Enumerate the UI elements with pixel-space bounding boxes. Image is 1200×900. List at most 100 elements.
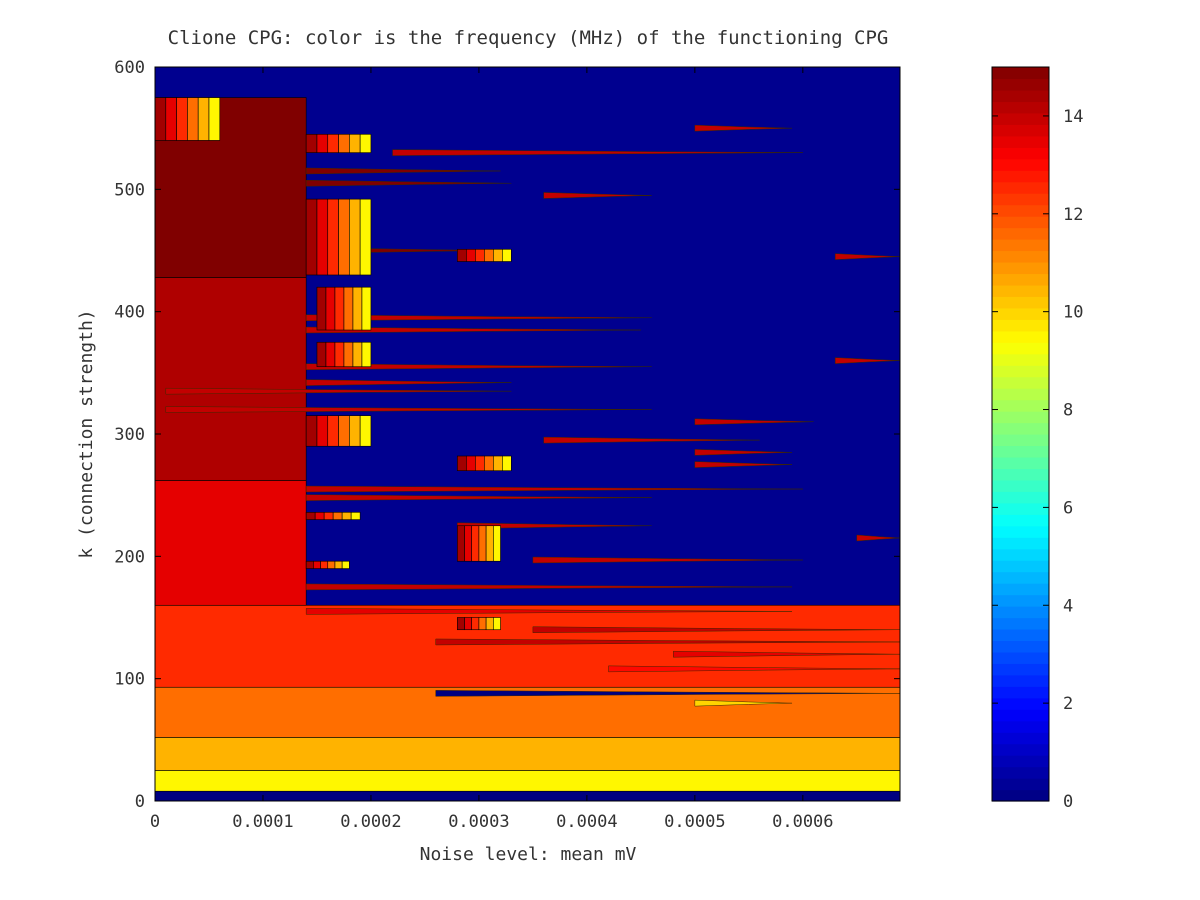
x-tick-label: 0 — [150, 812, 160, 832]
contour-fringe-band — [343, 341, 354, 368]
x-axis: 0 0.0001 0.0002 0.0003 0.0004 0.0005 0.0006 — [150, 67, 834, 832]
x-tick-label: 0.0004 — [556, 812, 617, 832]
y-axis: 0 100 200 300 400 500 600 — [114, 58, 900, 812]
x-axis-label: Noise level: mean mV — [420, 844, 637, 865]
contour-fringe-band — [316, 198, 329, 276]
contour-fringe-band — [359, 133, 372, 153]
contour-spike — [305, 326, 641, 334]
colorbar-band — [992, 663, 1049, 676]
contour-fringe-band — [493, 248, 503, 262]
y-tick-label: 400 — [114, 303, 145, 323]
contour-spike — [305, 179, 512, 187]
contour-fringe-band — [325, 341, 336, 368]
contour-fringe-band — [305, 198, 318, 276]
colorbar-frame — [991, 66, 1050, 802]
colorbar-band — [992, 525, 1049, 538]
colorbar-band — [992, 514, 1049, 527]
colorbar-band — [992, 227, 1049, 240]
colorbar-tick-label: 14 — [1063, 107, 1083, 127]
x-tick-label: 0.0006 — [772, 812, 833, 832]
y-tick-label: 200 — [114, 547, 145, 567]
contour-fringe-band — [349, 133, 361, 153]
colorbar-band — [992, 261, 1049, 275]
colorbar-band — [992, 445, 1049, 458]
contour-fringe-band — [305, 511, 316, 520]
colorbar-band — [992, 376, 1049, 389]
colorbar-band — [992, 411, 1049, 424]
colorbar-band — [992, 548, 1049, 561]
contour-fringe-band — [349, 415, 361, 447]
colorbar: 0 2 4 6 8 10 12 14 — [991, 66, 1083, 812]
contour-fringe-band — [475, 248, 485, 262]
colorbar-band — [992, 617, 1049, 630]
contour-spike — [165, 387, 512, 395]
colorbar-band — [992, 422, 1049, 435]
colorbar-bands — [992, 67, 1049, 802]
colorbar-band — [992, 766, 1049, 779]
contour-fringe-band — [323, 511, 334, 520]
colorbar-band — [992, 89, 1049, 103]
colorbar-band — [992, 296, 1049, 309]
colorbar-band — [992, 537, 1049, 550]
colorbar-band — [992, 755, 1049, 768]
colorbar-band — [992, 239, 1049, 252]
colorbar-band — [992, 112, 1049, 125]
contour-fringes — [155, 97, 512, 631]
y-tick-label: 100 — [114, 670, 145, 690]
y-tick-label: 300 — [114, 425, 145, 445]
colorbar-band — [992, 342, 1049, 355]
contour-spike — [532, 556, 803, 564]
colorbar-band — [992, 778, 1049, 791]
colorbar-band — [992, 319, 1049, 332]
contour-fringe-band — [325, 286, 336, 331]
contour-spike — [305, 314, 652, 322]
contour-spike — [543, 436, 760, 444]
y-tick-label: 0 — [135, 792, 145, 812]
contour-fringe-band — [485, 525, 494, 562]
colorbar-band — [992, 709, 1049, 722]
contour-fringe-band — [334, 560, 343, 569]
colorbar-band — [992, 158, 1049, 171]
colorbar-band — [992, 330, 1049, 343]
contour-fringe-band — [338, 198, 350, 276]
contour-spike — [694, 461, 793, 468]
contour-spikes — [165, 124, 900, 707]
contour-fringe-band — [316, 133, 329, 153]
contour-spike — [532, 626, 900, 633]
contour-spike — [694, 418, 814, 426]
contour-region — [155, 480, 307, 606]
contour-spike — [305, 608, 793, 615]
contour-fringe-band — [165, 97, 177, 141]
contour-fringe-band — [471, 525, 480, 562]
contour-fringe-band — [359, 198, 372, 276]
contour-fringe-band — [457, 455, 467, 471]
contour-fringe-band — [313, 560, 321, 569]
colorbar-band — [992, 560, 1049, 573]
contour-spike — [165, 406, 652, 413]
plot-area — [155, 67, 900, 801]
contour-spike — [856, 534, 900, 542]
contour-spike — [435, 690, 900, 697]
contour-fringe-band — [478, 525, 487, 562]
colorbar-band — [992, 594, 1049, 607]
x-tick-label: 0.0002 — [340, 812, 401, 832]
contour-fringe-band — [478, 617, 487, 631]
colorbar-band — [992, 697, 1049, 710]
y-tick-label: 500 — [114, 180, 145, 200]
contour-fringe-band — [361, 286, 372, 331]
contour-fringe-band — [327, 560, 336, 569]
colorbar-band — [992, 170, 1049, 183]
colorbar-band — [992, 732, 1049, 745]
colorbar-band — [992, 284, 1049, 297]
contour-fringe-band — [502, 455, 512, 471]
colorbar-band — [992, 571, 1049, 584]
contour-fringe-band — [341, 560, 350, 569]
colorbar-band — [992, 67, 1049, 80]
colorbar-band — [992, 216, 1049, 229]
contour-fringe-band — [197, 97, 210, 141]
contour-fringe-band — [475, 455, 485, 471]
colorbar-band — [992, 720, 1049, 733]
colorbar-band — [992, 686, 1049, 699]
colorbar-band — [992, 273, 1049, 286]
contour-fringe-band — [316, 415, 329, 447]
